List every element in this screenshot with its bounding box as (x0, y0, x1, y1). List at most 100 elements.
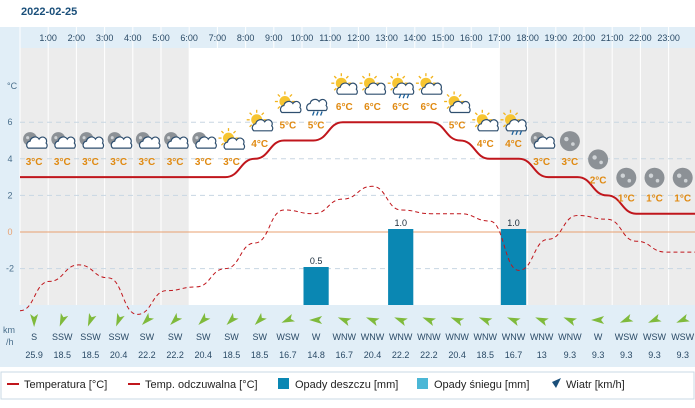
wind-speed: 18.5 (251, 350, 269, 360)
moon-icon (616, 167, 637, 188)
wind-speed: 16.7 (505, 350, 523, 360)
wind-arrow-icon (59, 312, 69, 327)
wind-direction: WNW (474, 332, 498, 342)
date-label: 2022-02-25 (21, 6, 77, 18)
cloud-shape (279, 100, 302, 114)
column-band (245, 48, 275, 305)
sun-ray (232, 130, 237, 134)
sun-cloud-icon (472, 109, 499, 132)
wind-speed: 18.5 (82, 350, 100, 360)
hour-label: 23:00 (657, 33, 680, 43)
legend-snow: Opady śniegu [mm] (434, 379, 529, 391)
sun-ray (249, 124, 253, 128)
moon-crater (533, 136, 537, 140)
wind-speed: 9.3 (620, 350, 633, 360)
weather-icons (23, 73, 693, 188)
cloud-shape (505, 119, 528, 132)
cloud-shape (364, 82, 387, 95)
rain-cloud-icon (306, 98, 328, 116)
legend-rain: Opady deszczu [mm] (295, 379, 398, 391)
moon-crater (138, 136, 142, 140)
moon-disc (616, 167, 637, 188)
wind-direction: SW (196, 332, 211, 342)
wind-direction: WNW (558, 332, 582, 342)
moon-disc (644, 167, 665, 188)
moon-crater (195, 136, 199, 140)
wind-arrow-icon (422, 317, 436, 326)
moon-crater (627, 178, 632, 183)
wind-arrow-icon (563, 317, 577, 326)
temperature-label: 3°C (195, 157, 212, 168)
temperature-label: 3°C (110, 157, 127, 168)
wind-speed: 20.4 (195, 350, 213, 360)
sun-ray (446, 105, 450, 110)
moon-crater (683, 178, 688, 183)
sun-ray (277, 105, 281, 110)
wind-direction: SW (140, 332, 155, 342)
wind-arrow-icon (676, 313, 690, 323)
wind-speed: 20.4 (448, 350, 466, 360)
temperature-label: 4°C (251, 139, 268, 150)
legend-box (0, 371, 695, 400)
wind-speed: 16.7 (336, 350, 354, 360)
rain-drop (406, 93, 410, 99)
grid-lines (19, 27, 695, 305)
cloud-shape (195, 136, 217, 149)
temperature-label: 4°C (505, 139, 522, 150)
temperature-label: 5°C (449, 121, 466, 132)
y-axis-panel (0, 27, 20, 367)
wind-arrow-icon (116, 312, 125, 327)
cloud-shape (54, 136, 76, 149)
moon-cloud-icon (51, 132, 76, 149)
series-lines (19, 121, 695, 315)
wind-arrow-icon (591, 315, 605, 324)
moon-crater (110, 136, 114, 140)
y-tick-label: 2 (7, 190, 12, 200)
sun-cloud-icon (359, 73, 387, 95)
sun-ray (502, 124, 507, 128)
wind-arrow-icon (30, 314, 39, 327)
hour-label: 7:00 (209, 33, 227, 43)
temperature-label: 5°C (308, 121, 325, 132)
hour-label: 15:00 (432, 33, 455, 43)
legend-feels-like: Temp. odczuwalna [°C] (145, 379, 258, 391)
wind-arrow-icon (478, 317, 493, 326)
wind-speed: 22.2 (392, 350, 410, 360)
wind-speed: 22.2 (166, 350, 184, 360)
sun-cloud-icon (274, 91, 302, 114)
wind-speed: 18.5 (477, 350, 495, 360)
moon-crater (54, 136, 58, 140)
cloud-shape (110, 136, 133, 149)
temperature-label: 1°C (646, 194, 663, 205)
temperature-label: 4°C (477, 139, 494, 150)
sun-ray (514, 112, 519, 116)
temperature-label: 3°C (82, 157, 99, 168)
rain-drop (515, 130, 519, 136)
cloud-shape (251, 119, 274, 132)
temperature-label: 1°C (674, 194, 691, 205)
legend-snow-swatch (417, 378, 428, 389)
moon-crater (648, 173, 654, 178)
moon-crater (599, 160, 603, 165)
moon-crater (592, 155, 597, 160)
sun-ray (261, 112, 265, 116)
sun-rain-cloud-icon (387, 73, 415, 99)
wind-arrow-icon (507, 317, 521, 326)
hour-label: 4:00 (124, 33, 142, 43)
wind-arrow-icon (226, 312, 239, 325)
hour-label: 13:00 (375, 33, 398, 43)
wind-unit-h: /h (6, 337, 14, 347)
y-tick-label: -2 (6, 264, 14, 274)
hour-label: 3:00 (96, 33, 114, 43)
wind-direction: WNW (361, 332, 385, 342)
wind-speed: 9.3 (676, 350, 689, 360)
sun-ray (333, 87, 337, 91)
hour-label: 14:00 (404, 33, 427, 43)
wind-direction: S (31, 332, 37, 342)
hour-label: 2:00 (68, 33, 86, 43)
wind-speed: 18.5 (54, 350, 72, 360)
rain-value-label: 1.0 (507, 218, 520, 228)
wind-direction: WNW (530, 332, 554, 342)
sun-ray (277, 93, 281, 98)
sun-ray (390, 75, 394, 79)
